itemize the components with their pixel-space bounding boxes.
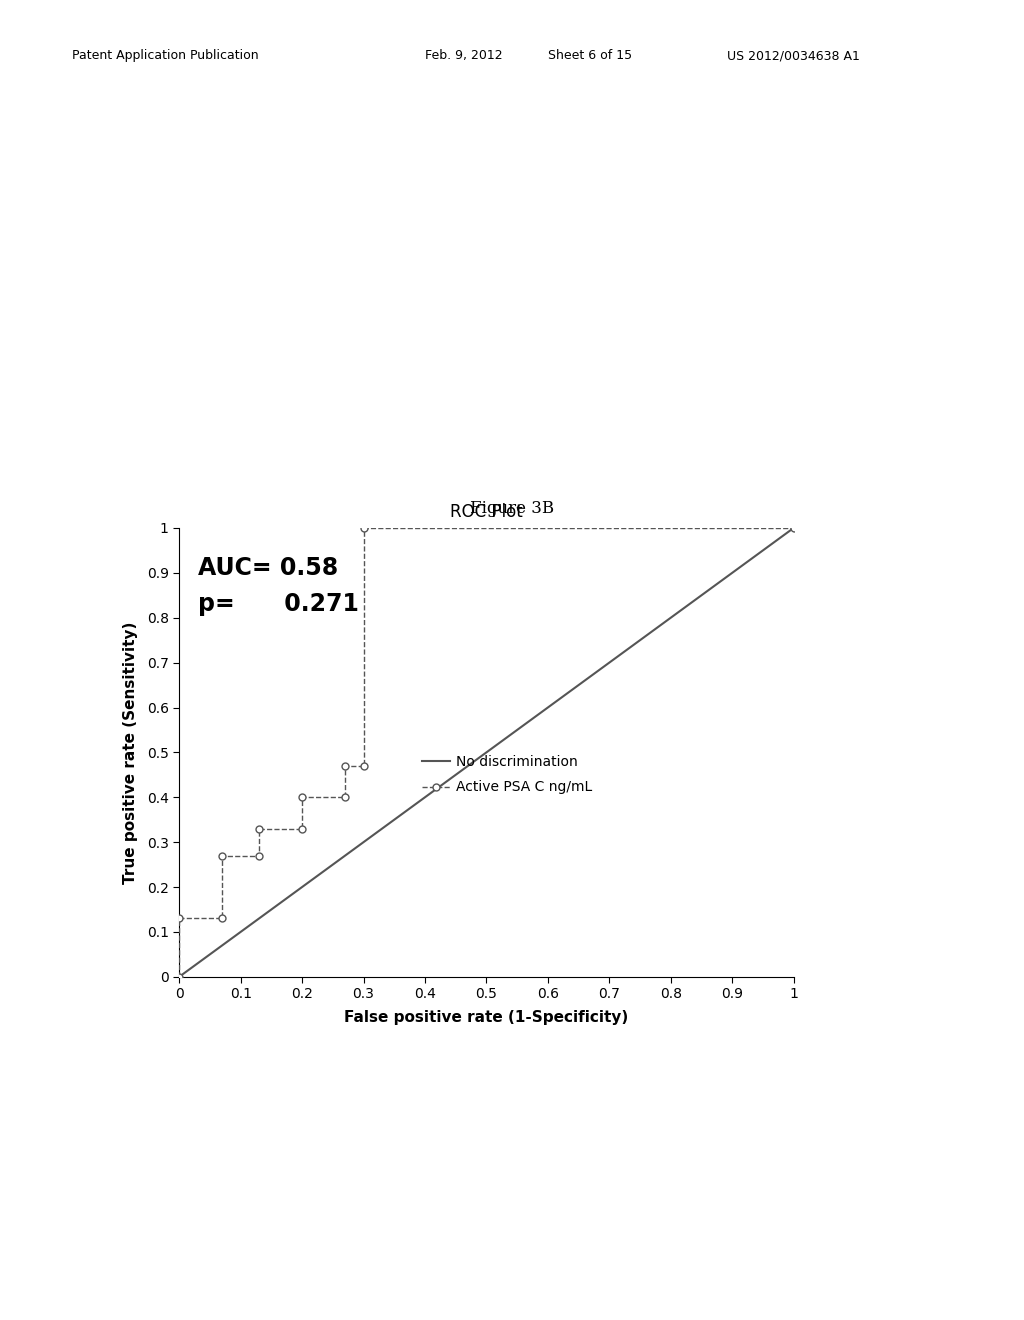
Title: ROC Plot: ROC Plot (450, 503, 523, 521)
Legend: No discrimination, Active PSA C ng/mL: No discrimination, Active PSA C ng/mL (420, 752, 595, 797)
Text: Sheet 6 of 15: Sheet 6 of 15 (548, 49, 632, 62)
Text: Patent Application Publication: Patent Application Publication (72, 49, 258, 62)
Text: Figure 3B: Figure 3B (470, 500, 554, 516)
Y-axis label: True positive rate (Sensitivity): True positive rate (Sensitivity) (124, 622, 138, 883)
X-axis label: False positive rate (1-Specificity): False positive rate (1-Specificity) (344, 1010, 629, 1024)
Text: Feb. 9, 2012: Feb. 9, 2012 (425, 49, 503, 62)
Text: p=      0.271: p= 0.271 (198, 593, 358, 616)
Text: US 2012/0034638 A1: US 2012/0034638 A1 (727, 49, 860, 62)
Text: AUC= 0.58: AUC= 0.58 (198, 557, 338, 581)
